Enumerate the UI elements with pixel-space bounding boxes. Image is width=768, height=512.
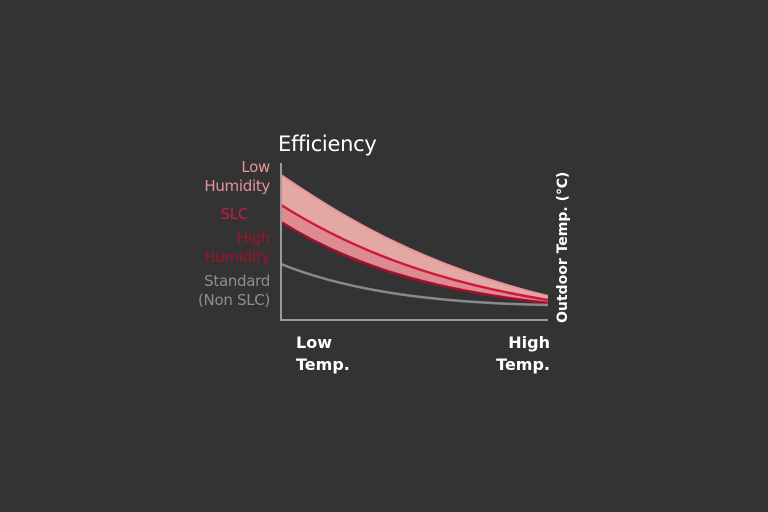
legend-high-humidity-line1: High bbox=[236, 229, 271, 247]
legend-low-humidity: Low Humidity bbox=[204, 158, 270, 196]
x-tick-low-line1: Low bbox=[296, 333, 332, 352]
x-tick-high-temp: High Temp. bbox=[496, 332, 550, 376]
legend-low-humidity-line2: Humidity bbox=[204, 177, 270, 195]
x-tick-low-temp: Low Temp. bbox=[296, 332, 350, 376]
slc-curve bbox=[280, 203, 549, 302]
x-tick-high-line2: Temp. bbox=[496, 355, 550, 374]
legend-low-humidity-line1: Low bbox=[241, 158, 270, 176]
legend-high-humidity: High Humidity bbox=[204, 229, 270, 267]
legend-slc: SLC bbox=[220, 205, 249, 223]
standard-curve bbox=[280, 262, 549, 307]
x-tick-low-line2: Temp. bbox=[296, 355, 350, 374]
legend-high-humidity-line2: Humidity bbox=[204, 248, 270, 266]
legend-standard-line2: (Non SLC) bbox=[197, 291, 270, 309]
high-humidity-curve bbox=[280, 220, 549, 305]
low-humidity-curve bbox=[280, 174, 549, 297]
chart-title: Efficiency bbox=[278, 132, 377, 156]
outdoor-temp-axis-title: Outdoor Temp. (℃) bbox=[555, 171, 571, 323]
legend-standard: Standard (Non SLC) bbox=[198, 272, 270, 310]
x-tick-high-line1: High bbox=[508, 333, 550, 352]
legend-standard-line1: Standard bbox=[204, 272, 270, 290]
